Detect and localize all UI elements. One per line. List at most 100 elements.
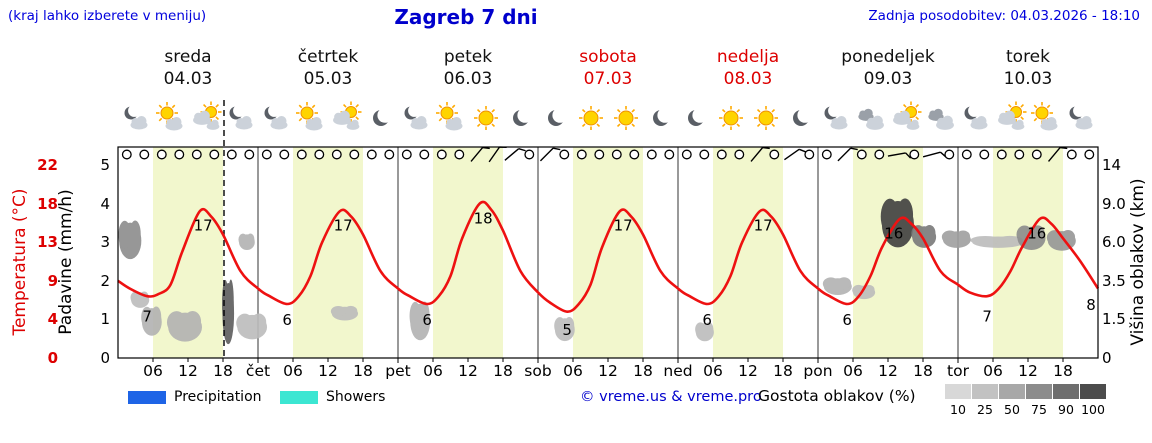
hour-tick-label: 06 <box>703 362 723 380</box>
precipitation-tick-label: 3 <box>100 233 110 252</box>
day-date: 04.03 <box>163 69 213 89</box>
daylight-band <box>853 147 923 358</box>
wind-calm-icon <box>454 149 465 160</box>
wind-calm-icon <box>401 149 412 160</box>
day-date: 08.03 <box>723 69 773 89</box>
temperature-value-label: 16 <box>1027 224 1046 242</box>
hour-tick-label: 06 <box>983 362 1003 380</box>
wind-calm-icon <box>646 149 657 160</box>
day-name-nedelja: nedelja <box>716 47 780 67</box>
moon-icon <box>547 107 568 126</box>
precipitation-swatch <box>128 391 166 404</box>
wind-calm-icon <box>121 149 132 160</box>
hour-tick-label: 18 <box>213 362 233 380</box>
moon-icon <box>652 107 673 126</box>
wind-calm-icon <box>366 149 377 160</box>
temperature-tick-label: 4 <box>47 310 58 329</box>
weather-icon-slot <box>258 101 294 141</box>
wind-barb-icon <box>488 146 507 163</box>
temperature-tick-label: 22 <box>37 156 58 174</box>
wind-calm-icon <box>594 149 605 160</box>
moon-cloud-icon <box>964 104 987 130</box>
cloud-sun-icon <box>332 101 361 130</box>
cloud-sun-icon <box>997 101 1026 130</box>
temperature-value-label: 8 <box>1086 296 1096 314</box>
precipitation-tick-label: 5 <box>100 156 110 174</box>
sun-icon <box>718 106 743 130</box>
day-abbrev-label: čet <box>245 362 271 380</box>
hour-tick-label: 18 <box>913 362 933 380</box>
wind-calm-icon <box>349 149 360 160</box>
moon-icon <box>512 107 533 126</box>
wind-calm-icon <box>1066 149 1077 160</box>
temperature-tick-label: 9 <box>47 271 58 290</box>
sun-cloud-icon <box>295 102 322 131</box>
cloud-height-tick-label: 6.0 <box>1102 233 1126 252</box>
temperature-value-label: 6 <box>842 311 852 329</box>
wind-calm-icon <box>156 149 167 160</box>
daylight-band <box>713 147 783 358</box>
cloud-density-step <box>1026 384 1053 399</box>
cloud-blob <box>970 235 1025 248</box>
wind-calm-icon <box>716 149 727 160</box>
weather-icon-slot <box>363 101 399 141</box>
weather-icon-slot <box>608 101 644 141</box>
hour-tick-label: 06 <box>563 362 583 380</box>
hour-tick-label: 12 <box>598 362 618 380</box>
sun-icon <box>613 106 638 130</box>
day-date: 10.03 <box>1003 69 1053 89</box>
credit-link[interactable]: © vreme.us & vreme.pro <box>580 389 762 405</box>
cloud-height-tick-label: 14 <box>1102 156 1122 174</box>
moon-icon <box>687 107 708 126</box>
day-abbrev-label: ned <box>663 362 693 380</box>
wind-calm-icon <box>436 149 447 160</box>
temperature-tick-label: 0 <box>47 349 58 367</box>
cloud-sun-icon <box>192 101 221 130</box>
sun-icon <box>473 106 498 130</box>
cloud-density-step <box>972 384 999 399</box>
precipitation-legend-label: Precipitation <box>174 389 262 405</box>
hour-tick-label: 06 <box>423 362 443 380</box>
precipitation-tick-label: 0 <box>100 349 110 367</box>
wind-calm-icon <box>419 149 430 160</box>
wind-calm-icon <box>296 149 307 160</box>
hour-tick-label: 12 <box>178 362 198 380</box>
hour-tick-label: 06 <box>143 362 163 380</box>
cloud-density-legend-label: Gostota oblakov (%) <box>758 387 916 405</box>
weather-icon-slot <box>888 101 924 141</box>
temperature-value-label: 6 <box>422 311 432 329</box>
temperature-value-label: 18 <box>474 210 493 228</box>
weather-icon-slot <box>503 101 539 141</box>
wind-barb-icon <box>470 146 490 162</box>
daylight-band <box>573 147 643 358</box>
cloud-density-step <box>1080 384 1107 399</box>
weather-icon-slot <box>923 101 959 141</box>
wind-calm-icon <box>191 149 202 160</box>
showers-swatch <box>280 391 318 404</box>
temperature-value-label: 17 <box>754 217 773 235</box>
cloud-density-step-label: 100 <box>1081 402 1105 417</box>
wind-calm-icon <box>611 149 622 160</box>
wind-calm-icon <box>1084 149 1095 160</box>
weather-icon-slot <box>433 101 469 141</box>
day-name-petek: petek <box>443 47 493 67</box>
wind-calm-icon <box>331 149 342 160</box>
weather-icon-slot <box>223 101 259 141</box>
hour-tick-label: 18 <box>773 362 793 380</box>
weather-icon-slot <box>293 101 329 141</box>
cloud-blob <box>941 230 971 248</box>
weather-icon-slot <box>538 101 574 141</box>
weather-icon-slot <box>678 101 714 141</box>
cloud-height-tick-label: 9.0 <box>1102 194 1126 213</box>
wind-calm-icon <box>979 149 990 160</box>
weather-icon-slot <box>643 101 679 141</box>
wind-calm-icon <box>1014 149 1025 160</box>
clouds-icon <box>857 108 884 130</box>
weather-icon-slot <box>748 101 784 141</box>
wind-calm-icon <box>244 149 255 160</box>
cloud-blob <box>822 277 852 295</box>
wind-calm-icon <box>699 149 710 160</box>
hour-tick-label: 12 <box>738 362 758 380</box>
temperature-curve <box>117 200 1100 313</box>
